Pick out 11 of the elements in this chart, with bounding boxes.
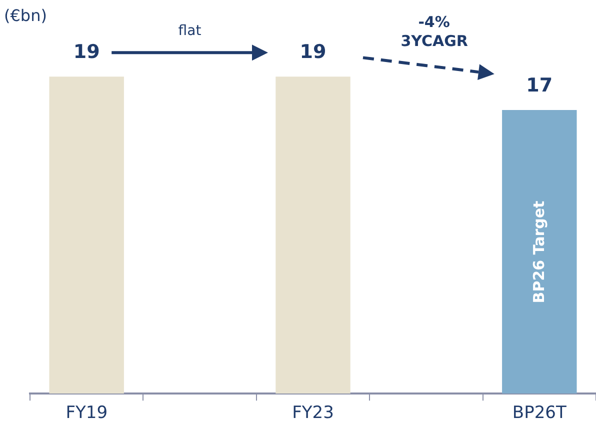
y-axis-title: (€bn) <box>4 6 47 25</box>
data-label: 19 <box>300 41 326 64</box>
x-tick-label: FY23 <box>292 403 334 424</box>
data-label: 17 <box>526 74 553 96</box>
annotation: BP26 Target <box>530 200 549 304</box>
data-label: 19 <box>73 41 100 64</box>
x-tick-label: BP26T <box>512 403 567 424</box>
text: -4% <box>418 12 450 31</box>
text: 3YCAGR <box>400 32 468 50</box>
x-tick-label: FY19 <box>66 403 108 424</box>
text: flat <box>178 22 202 39</box>
